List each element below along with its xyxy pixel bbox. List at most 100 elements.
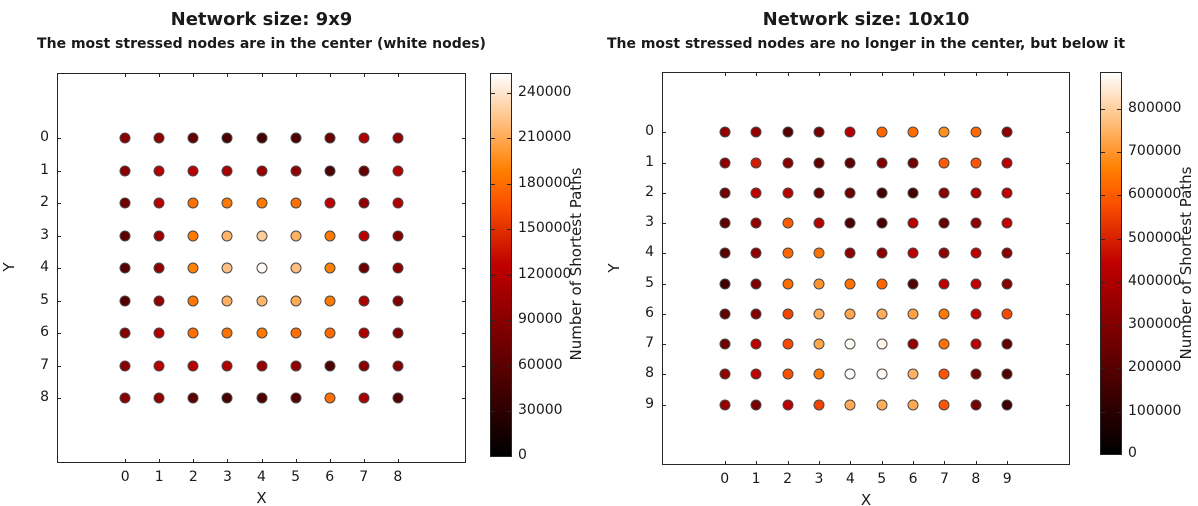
chart-subtitle: The most stressed nodes are in the cente… xyxy=(37,36,486,52)
y-tick-label: 4 xyxy=(40,259,49,275)
colorbar-tick-label: 120000 xyxy=(518,265,572,282)
colorbar-tick-mark xyxy=(1117,325,1121,327)
y-tick-label: 8 xyxy=(645,365,654,382)
colorbar-tick-mark xyxy=(1117,281,1121,283)
x-tick-mark xyxy=(159,73,161,77)
data-point xyxy=(938,247,950,259)
colorbar-tick-mark xyxy=(1117,152,1121,154)
data-point xyxy=(119,392,131,404)
data-point xyxy=(290,392,302,404)
y-tick-mark xyxy=(662,192,666,194)
x-tick-mark xyxy=(227,459,229,463)
data-point xyxy=(750,338,762,350)
data-point xyxy=(187,132,199,144)
x-tick-label: 3 xyxy=(814,471,824,487)
x-tick-mark xyxy=(295,73,297,77)
data-point xyxy=(719,338,731,350)
x-tick-mark xyxy=(975,72,977,76)
data-point xyxy=(844,308,856,320)
data-point xyxy=(813,217,825,229)
y-axis-label: Y xyxy=(605,262,623,273)
data-point xyxy=(750,217,762,229)
colorbar-tick-label: 600000 xyxy=(1128,186,1182,203)
data-point xyxy=(358,132,370,144)
data-point xyxy=(782,217,794,229)
y-tick-mark xyxy=(662,162,666,164)
data-point xyxy=(1001,278,1013,290)
data-point xyxy=(938,126,950,138)
x-tick-mark xyxy=(975,461,977,465)
x-tick-mark xyxy=(125,73,127,77)
y-tick-mark xyxy=(1066,132,1070,134)
colorbar-tick-mark xyxy=(507,411,511,413)
colorbar-tick-label: 0 xyxy=(518,447,527,463)
data-point xyxy=(876,308,888,320)
data-point xyxy=(907,399,919,411)
colorbar-tick-mark xyxy=(491,92,495,94)
y-tick-mark xyxy=(1066,162,1070,164)
data-point xyxy=(1001,368,1013,380)
data-point xyxy=(813,338,825,350)
data-point xyxy=(813,399,825,411)
y-tick-mark xyxy=(57,170,61,172)
data-point xyxy=(813,308,825,320)
x-tick-label: 8 xyxy=(393,469,403,485)
data-point xyxy=(1001,126,1013,138)
x-tick-mark xyxy=(881,461,883,465)
data-point xyxy=(358,392,370,404)
colorbar-tick-mark xyxy=(507,365,511,367)
x-tick-mark xyxy=(295,459,297,463)
colorbar-tick-label: 500000 xyxy=(1128,229,1182,246)
data-point xyxy=(970,247,982,259)
data-point xyxy=(750,247,762,259)
data-point xyxy=(324,230,336,241)
data-point xyxy=(324,327,336,339)
x-tick-label: 6 xyxy=(908,471,918,487)
x-tick-mark xyxy=(818,461,820,465)
data-point xyxy=(187,197,199,209)
data-point xyxy=(844,278,856,290)
colorbar-tick-mark xyxy=(507,229,511,231)
y-tick-label: 5 xyxy=(40,291,49,308)
x-tick-mark xyxy=(1007,72,1009,76)
colorbar-tick-label: 700000 xyxy=(1128,143,1182,160)
data-point xyxy=(290,327,302,339)
x-tick-mark xyxy=(397,459,399,463)
data-point xyxy=(392,132,404,144)
y-tick-mark xyxy=(57,333,61,334)
data-point xyxy=(813,247,825,259)
chart-title: Network size: 10x10 xyxy=(762,9,970,30)
data-point xyxy=(938,308,950,320)
colorbar-tick-label: 150000 xyxy=(518,220,572,237)
data-point xyxy=(907,157,919,169)
colorbar-tick-mark xyxy=(507,274,511,276)
data-point xyxy=(324,262,336,274)
data-point xyxy=(256,132,267,144)
colorbar xyxy=(490,73,512,457)
data-point xyxy=(970,399,982,411)
data-point xyxy=(970,368,982,380)
y-tick-mark xyxy=(462,203,466,204)
y-tick-mark xyxy=(57,268,61,269)
x-tick-mark xyxy=(787,461,789,465)
data-point xyxy=(970,338,982,350)
colorbar-tick-mark xyxy=(1101,108,1105,110)
y-tick-mark xyxy=(662,374,666,376)
x-tick-label: 8 xyxy=(971,471,981,487)
data-point xyxy=(392,295,404,306)
data-point xyxy=(719,308,731,320)
data-point xyxy=(876,126,888,138)
data-point xyxy=(813,187,825,199)
x-tick-mark xyxy=(913,461,915,465)
data-point xyxy=(256,262,267,274)
x-tick-label: 7 xyxy=(939,471,949,487)
x-tick-label: 9 xyxy=(1002,471,1012,487)
plot-area xyxy=(662,72,1070,465)
data-point xyxy=(813,157,825,169)
data-point xyxy=(1001,308,1013,320)
data-point xyxy=(750,278,762,290)
data-point xyxy=(358,360,370,371)
data-point xyxy=(119,327,131,339)
data-point xyxy=(324,295,336,306)
y-tick-mark xyxy=(462,398,466,399)
